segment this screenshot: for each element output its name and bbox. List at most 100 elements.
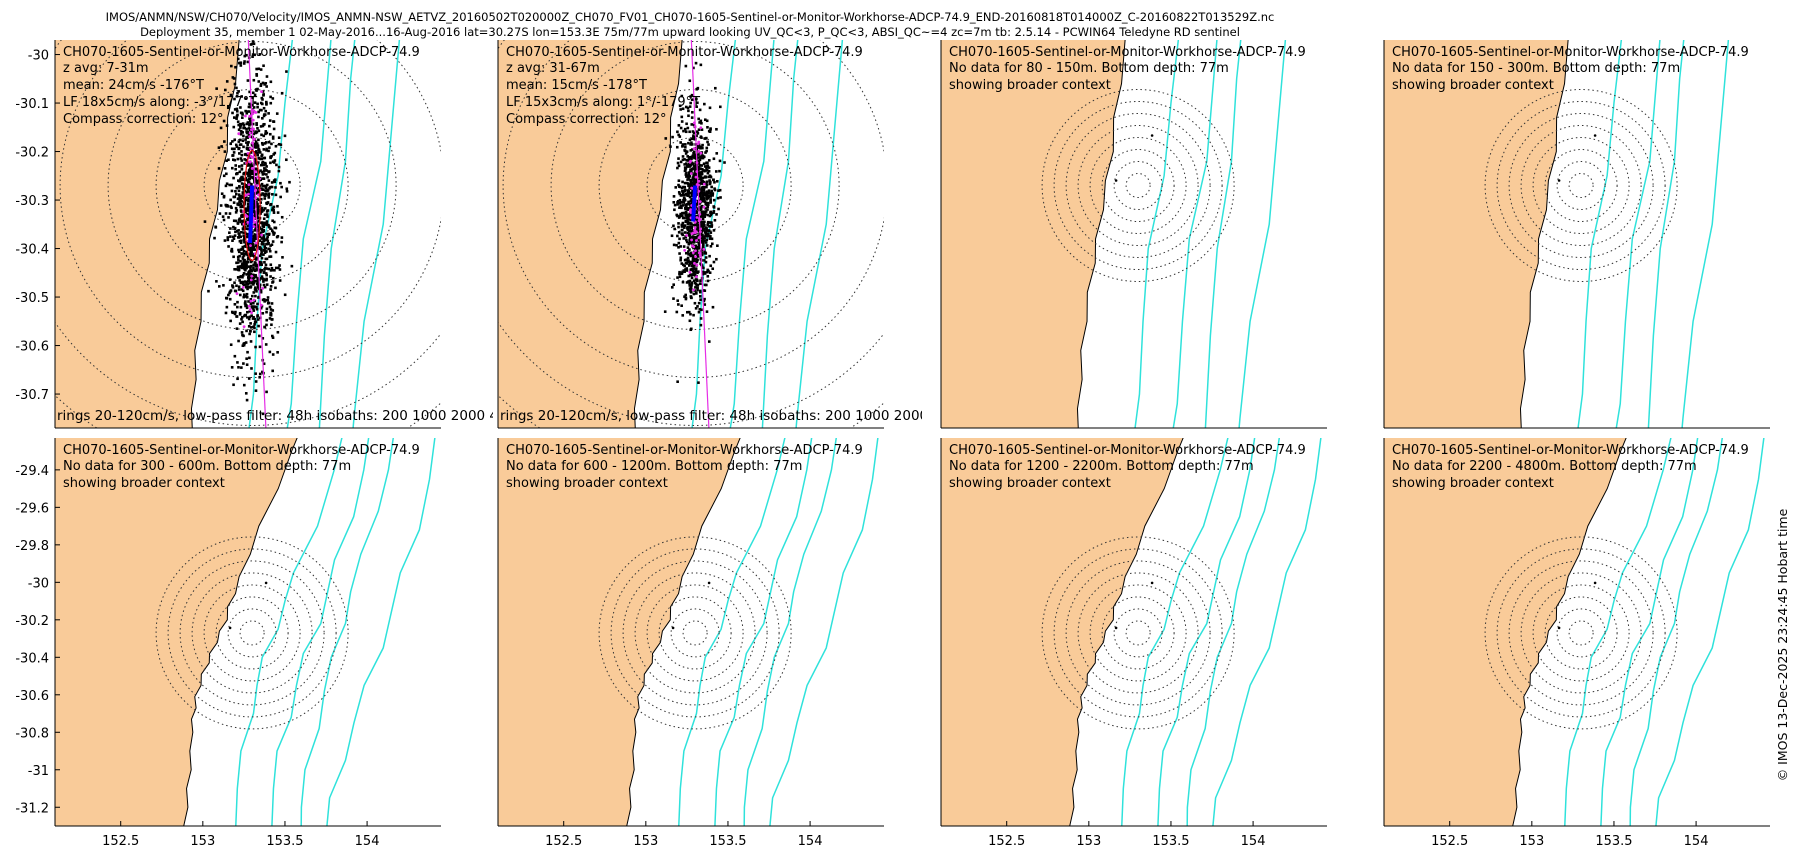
reference-ring (634, 572, 756, 694)
velocity-point (271, 369, 274, 373)
velocity-point (247, 377, 251, 380)
lowpass-point (252, 298, 256, 302)
velocity-point (256, 281, 260, 284)
velocity-point (268, 305, 272, 309)
isobath-line (729, 40, 775, 428)
velocity-point (686, 246, 690, 249)
velocity-point (256, 105, 259, 109)
velocity-point (704, 234, 707, 238)
velocity-point (247, 190, 251, 194)
velocity-point (249, 322, 252, 325)
velocity-point (680, 272, 684, 275)
velocity-point (271, 160, 275, 164)
velocity-point (248, 332, 251, 336)
velocity-point (269, 288, 272, 291)
velocity-point (680, 214, 684, 218)
panel-info-line: LF 15x3cm/s along: 1°/-179°T (506, 95, 700, 110)
velocity-point (285, 70, 288, 73)
velocity-point (703, 251, 707, 254)
velocity-point (255, 150, 258, 153)
lowpass-point (692, 245, 696, 249)
reference-ring (191, 572, 313, 694)
velocity-point (686, 202, 689, 206)
velocity-point (258, 254, 262, 258)
velocity-point (242, 334, 245, 338)
reference-ring (1041, 89, 1235, 282)
velocity-point (265, 173, 268, 176)
velocity-point (251, 53, 255, 56)
velocity-point (258, 263, 261, 266)
panel-title: CH070-1605-Sentinel-or-Monitor-Workhorse… (949, 443, 1306, 458)
velocity-point (238, 265, 241, 269)
velocity-point (260, 263, 263, 267)
velocity-point (695, 178, 698, 182)
velocity-point (699, 317, 703, 320)
velocity-point (225, 159, 228, 163)
velocity-point (280, 91, 284, 95)
velocity-point (694, 286, 697, 289)
velocity-point (271, 240, 275, 243)
velocity-point (271, 219, 274, 223)
velocity-point (248, 329, 252, 333)
velocity-point (240, 317, 243, 321)
velocity-point (225, 297, 229, 300)
velocity-point (252, 248, 255, 251)
velocity-point (247, 105, 251, 109)
velocity-point (277, 136, 281, 140)
velocity-point (271, 336, 275, 339)
velocity-point (262, 234, 265, 237)
velocity-point (246, 171, 250, 175)
velocity-point (685, 171, 688, 175)
y-tick-label: -30.8 (15, 726, 49, 741)
isobath-line (1186, 438, 1281, 826)
velocity-point (256, 314, 259, 317)
velocity-point (263, 197, 267, 200)
lowpass-point (697, 149, 701, 153)
velocity-point (249, 340, 253, 343)
velocity-point (250, 367, 253, 370)
velocity-point (256, 228, 260, 232)
velocity-point (246, 79, 250, 82)
velocity-point (712, 178, 715, 182)
velocity-point (265, 100, 268, 104)
velocity-point (240, 182, 244, 185)
velocity-point (692, 241, 696, 244)
velocity-point (694, 216, 697, 220)
velocity-point (694, 61, 698, 65)
velocity-point (703, 230, 707, 233)
velocity-point (694, 172, 698, 176)
velocity-point (253, 269, 257, 273)
velocity-point (704, 260, 708, 264)
velocity-ring (107, 41, 397, 330)
velocity-point (695, 134, 698, 138)
velocity-point (276, 211, 280, 214)
velocity-point (710, 237, 714, 241)
velocity-point (261, 90, 265, 93)
lowpass-point (248, 114, 252, 118)
velocity-point (677, 216, 681, 219)
velocity-point (254, 140, 258, 144)
velocity-point (672, 224, 675, 228)
velocity-point (719, 196, 722, 199)
velocity-point (248, 310, 252, 313)
velocity-point (270, 185, 274, 189)
velocity-point (275, 235, 279, 239)
velocity-point (257, 198, 261, 202)
velocity-point (280, 185, 283, 189)
velocity-point (686, 126, 690, 130)
velocity-point (687, 250, 690, 253)
panel-title: CH070-1605-Sentinel-or-Monitor-Workhorse… (63, 45, 420, 60)
velocity-point (252, 209, 256, 213)
velocity-point (232, 116, 236, 119)
panel-info-line: z avg: 7-31m (63, 61, 149, 76)
velocity-point (261, 143, 265, 146)
velocity-point (226, 106, 230, 110)
velocity-point (678, 192, 682, 196)
velocity-point (690, 93, 694, 97)
velocity-point (246, 60, 250, 64)
velocity-point (244, 176, 248, 180)
velocity-point (688, 138, 692, 142)
velocity-point (686, 182, 690, 185)
velocity-point (684, 213, 688, 217)
velocity-point (696, 254, 700, 257)
